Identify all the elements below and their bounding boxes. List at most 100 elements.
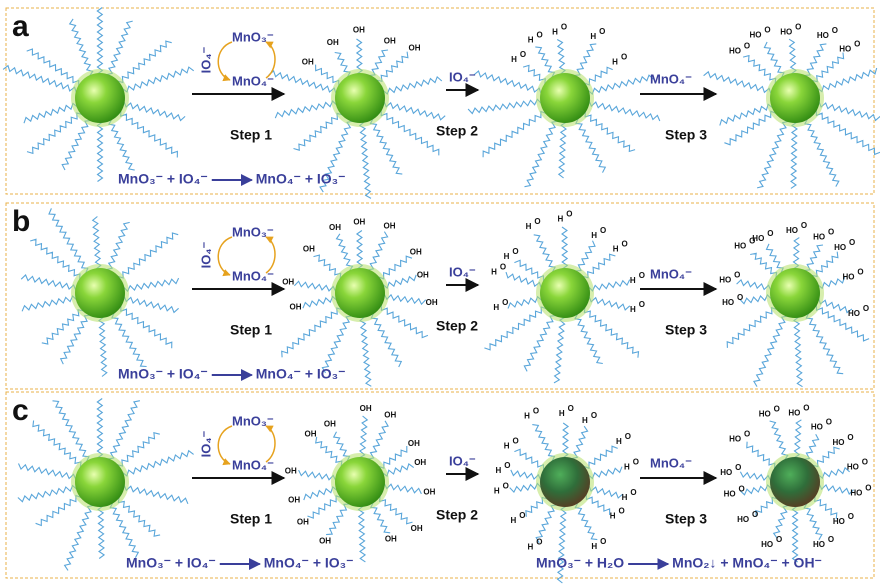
hydroxyl-label: OH	[385, 534, 397, 543]
aldehyde-o: O	[512, 247, 518, 256]
ligand-chain	[357, 505, 367, 563]
carboxyl-o: O	[803, 404, 809, 413]
hydroxyl-label: OH	[408, 439, 420, 448]
aldehyde-h: H	[610, 512, 616, 521]
hydroxyl-label: OH	[288, 495, 300, 504]
ligand-chain	[815, 109, 880, 156]
cycle-mno3: MnO₃⁻	[232, 413, 274, 428]
ligand-chain	[382, 274, 417, 290]
aldehyde-o: O	[503, 482, 509, 491]
ligand-chain	[763, 41, 785, 79]
ligand-chain	[369, 501, 391, 534]
carboxyl-o: O	[849, 238, 855, 247]
carboxyl-ho: HO	[752, 234, 764, 243]
aldehyde-o: O	[639, 271, 645, 280]
carboxyl-ho: HO	[850, 489, 862, 498]
ligand-chain	[17, 484, 78, 503]
ligand-chain	[106, 20, 133, 76]
ligand-chain	[588, 485, 624, 499]
ligand-chain	[370, 312, 403, 368]
ligand-chain	[63, 504, 94, 571]
aldehyde-o: O	[591, 411, 597, 420]
ligand-chain	[535, 46, 556, 79]
step3-label: Step 3	[665, 511, 707, 527]
aldehyde-h: H	[493, 303, 499, 312]
carboxyl-ho: HO	[737, 515, 749, 524]
aldehyde-h: H	[504, 441, 510, 450]
carboxyl-ho: HO	[817, 31, 829, 40]
ligand-chain	[281, 307, 343, 358]
ligand-chain	[473, 70, 542, 95]
cycle-arrow	[217, 236, 233, 277]
ligand-chain	[268, 69, 337, 95]
ligand-chain	[739, 293, 773, 305]
ligand-chain	[739, 471, 772, 482]
ligand-chain	[588, 295, 631, 311]
cycle-mno4: MnO₄⁻	[232, 268, 274, 283]
ligand-chain	[274, 100, 338, 119]
ligand-chain	[803, 43, 827, 77]
ligand-chain	[17, 463, 77, 481]
ligand-chain	[116, 40, 172, 84]
carboxyl-o: O	[828, 228, 834, 237]
ligand-chain	[369, 117, 403, 175]
ligand-chain	[533, 234, 556, 273]
carboxyl-o: O	[826, 417, 832, 426]
ligand-chain	[587, 466, 623, 480]
aldehyde-h: H	[495, 466, 501, 475]
ligand-chain	[510, 469, 542, 481]
ligand-chain	[59, 314, 91, 365]
cycle-arrow	[217, 425, 233, 466]
hydroxyl-label: OH	[411, 524, 423, 533]
ligand-chain	[382, 75, 443, 95]
ligand-chain	[532, 424, 556, 463]
ligand-chain	[509, 482, 543, 494]
ligand-chain	[313, 254, 342, 280]
ligand-chain	[21, 295, 78, 312]
carboxyl-o: O	[857, 267, 863, 276]
equation-right: MnO₂↓ + MnO₄⁻ + OH⁻	[672, 555, 822, 571]
nanoparticle	[335, 457, 385, 507]
ligand-chain	[383, 482, 422, 495]
aldehyde-h: H	[582, 416, 588, 425]
ligand-chain	[377, 255, 413, 280]
ligand-chain	[106, 221, 130, 271]
hydroxyl-label: OH	[319, 536, 331, 545]
aldehyde-o: O	[568, 404, 574, 413]
ligand-chain	[583, 306, 640, 358]
hydroxyl-label: OH	[303, 245, 315, 254]
carboxyl-o: O	[854, 40, 860, 49]
nanoparticle	[335, 268, 385, 318]
hydroxyl-label: OH	[414, 458, 426, 467]
aldehyde-h: H	[552, 27, 558, 36]
ligand-chain	[358, 415, 369, 459]
hydroxyl-label: OH	[409, 43, 421, 52]
hydroxyl-label: OH	[297, 517, 309, 526]
panel-label: c	[12, 394, 29, 427]
ligand-chain	[736, 278, 772, 292]
ligand-chain	[355, 38, 364, 75]
ligand-chain	[582, 253, 616, 279]
ligand-chain	[756, 120, 789, 189]
ligand-chain	[505, 271, 542, 289]
ligand-chain	[109, 502, 140, 558]
ligand-chain	[383, 293, 427, 306]
carboxyl-ho: HO	[847, 463, 859, 472]
ligand-chain	[556, 39, 566, 75]
ligand-chain	[359, 316, 372, 387]
ligand-chain	[367, 420, 389, 460]
ligand-chain	[805, 312, 844, 375]
nanoparticle	[770, 73, 820, 123]
hydroxyl-label: OH	[324, 420, 336, 429]
aldehyde-h: H	[491, 267, 497, 276]
ligand-chain	[121, 449, 194, 477]
hydroxyl-label: OH	[327, 38, 339, 47]
ligand-chain	[116, 431, 160, 467]
ligand-chain	[61, 119, 92, 171]
carboxyl-o: O	[735, 463, 741, 472]
ligand-chain	[315, 64, 340, 87]
ligand-chain	[367, 231, 389, 271]
ligand-chain	[121, 66, 195, 93]
ligand-chain	[575, 117, 607, 173]
